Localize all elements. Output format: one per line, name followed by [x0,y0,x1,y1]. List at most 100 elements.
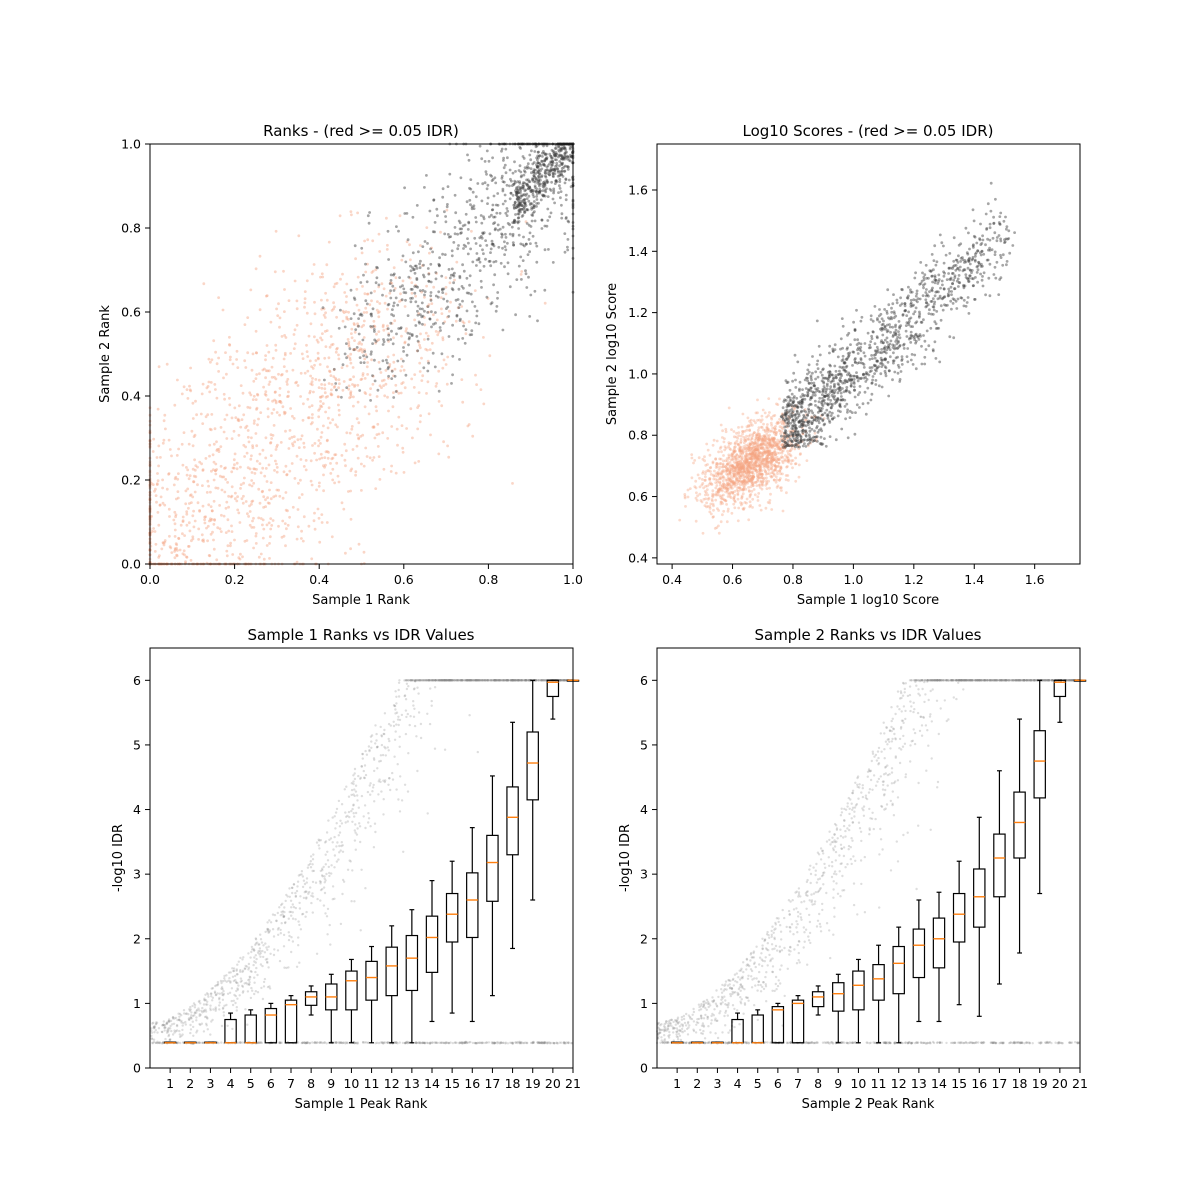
chart-ranks-point-red [265,544,269,547]
chart-log10-point-red [740,502,744,505]
chart-ranks-point-black [443,210,446,214]
chart-ranks-point-black [474,321,478,325]
chart-ranks-point-black [421,289,425,292]
chart-ranks-point-red [250,368,254,372]
chart-ranks-point-red [281,496,285,500]
chart-ranks-point-red [270,375,274,379]
chart-log10-point-black [924,263,928,267]
chart-ranks-point-black [492,222,495,226]
chart-ranks-point-red [189,493,193,497]
chart-ranks-point-red [315,338,319,342]
chart-ranks-point-black [517,233,521,237]
chart-log10-point-red [738,486,742,490]
chart-ranks-point-red [356,383,360,387]
chart-ranks-point-black [423,309,426,313]
chart-ranks-point-red [246,405,250,409]
chart-log10-point-black [823,437,826,440]
chart-ranks-point-black [447,235,451,239]
chart-ranks-point-red [282,470,286,474]
chart-ranks-point-red [168,448,172,451]
chart-ranks-point-red [442,358,446,362]
chart-ranks-point-black [535,195,538,198]
chart-ranks-point-red [288,515,291,519]
chart-log10-point-black [891,302,895,306]
chart-ranks-point-red [285,369,289,373]
chart-ranks-point-black [482,217,486,221]
chart-ranks-point-red [295,299,299,303]
chart-ranks-point-black [492,260,496,264]
chart-ranks-point-red [393,319,397,323]
chart-log10-point-red [721,479,725,483]
chart-ranks-point-red [185,555,188,559]
chart-ranks-point-red [275,445,279,449]
chart-ranks-point-black [524,204,528,208]
chart-log10-point-red [773,450,776,453]
chart-ranks-point-red [347,318,350,321]
chart-ranks-point-red [271,399,274,403]
chart-ranks-point-red [225,413,229,417]
chart-ranks-point-red [228,343,231,346]
chart-ranks-point-black [373,379,377,383]
chart-ranks-point-red [426,380,430,384]
chart-ranks-point-red [403,305,407,308]
chart-ranks-point-red [305,343,308,347]
chart-ranks-point-red [289,407,292,410]
chart-ranks-point-red [313,335,316,339]
chart-log10-point-black [824,444,828,448]
chart-log10-point-black [826,394,829,398]
chart-log10-point-red [793,447,797,451]
chart-ranks-point-black [371,307,375,311]
chart-log10-point-black [962,298,966,302]
chart-log10-point-black [891,378,894,382]
chart-ranks-point-black [530,219,534,223]
chart-log10-point-black [927,344,931,348]
chart-log10-point-black [987,276,991,280]
chart-ranks-point-black [530,171,533,175]
chart-ranks-point-black [401,284,404,288]
chart-ranks-point-red [410,291,414,295]
chart-log10-point-red [721,462,725,466]
chart-log10-point-black [904,324,908,327]
chart-ranks-point-red [402,368,406,372]
chart-ranks-point-red [343,458,347,462]
chart-ranks-point-red [444,363,448,366]
chart-log10-point-black [839,347,842,351]
chart-ranks-point-red [389,281,392,285]
chart-ranks-point-black [475,314,479,318]
chart-log10-point-red [768,433,771,437]
chart-ranks-point-black [369,325,373,328]
chart-ranks-point-red [337,386,340,390]
chart-log10-point-red [686,488,690,492]
chart-ranks-point-red [405,240,409,244]
chart-ranks-point-red [330,535,334,539]
chart-ranks-point-red [393,287,397,290]
chart-ranks-point-black [485,244,489,247]
chart-ranks-point-red [423,338,426,341]
chart-log10-point-red [704,493,707,497]
chart-ranks-point-red [350,467,354,471]
chart-ranks-point-red [377,455,381,458]
chart-ranks-point-red [355,287,359,291]
chart-log10-point-red [758,458,762,461]
chart-ranks-point-red [190,539,193,543]
chart-log10-point-black [883,308,886,311]
chart-ranks-point-black [487,159,491,163]
chart-ranks-point-black [474,216,478,219]
chart-ranks-point-black [489,173,492,177]
chart-ranks-point-red [222,430,226,434]
chart-ranks-point-red [350,336,354,340]
chart-ranks-point-black [371,342,374,345]
chart-log10-point-black [913,310,917,313]
chart-ranks-point-red [227,494,231,498]
chart-ranks-point-red [206,539,210,543]
chart-ranks-point-black [398,276,401,279]
chart-ranks-point-red [358,340,362,344]
chart-log10-point-red [733,456,737,459]
chart-ranks-point-red [366,292,369,296]
chart-ranks-point-red [277,524,280,528]
chart-log10-point-red [719,462,723,465]
chart-log10-point-red [765,415,769,419]
chart-ranks-point-red [402,471,406,474]
chart-ranks-point-black [401,359,405,363]
chart-ranks-point-red [327,406,331,410]
